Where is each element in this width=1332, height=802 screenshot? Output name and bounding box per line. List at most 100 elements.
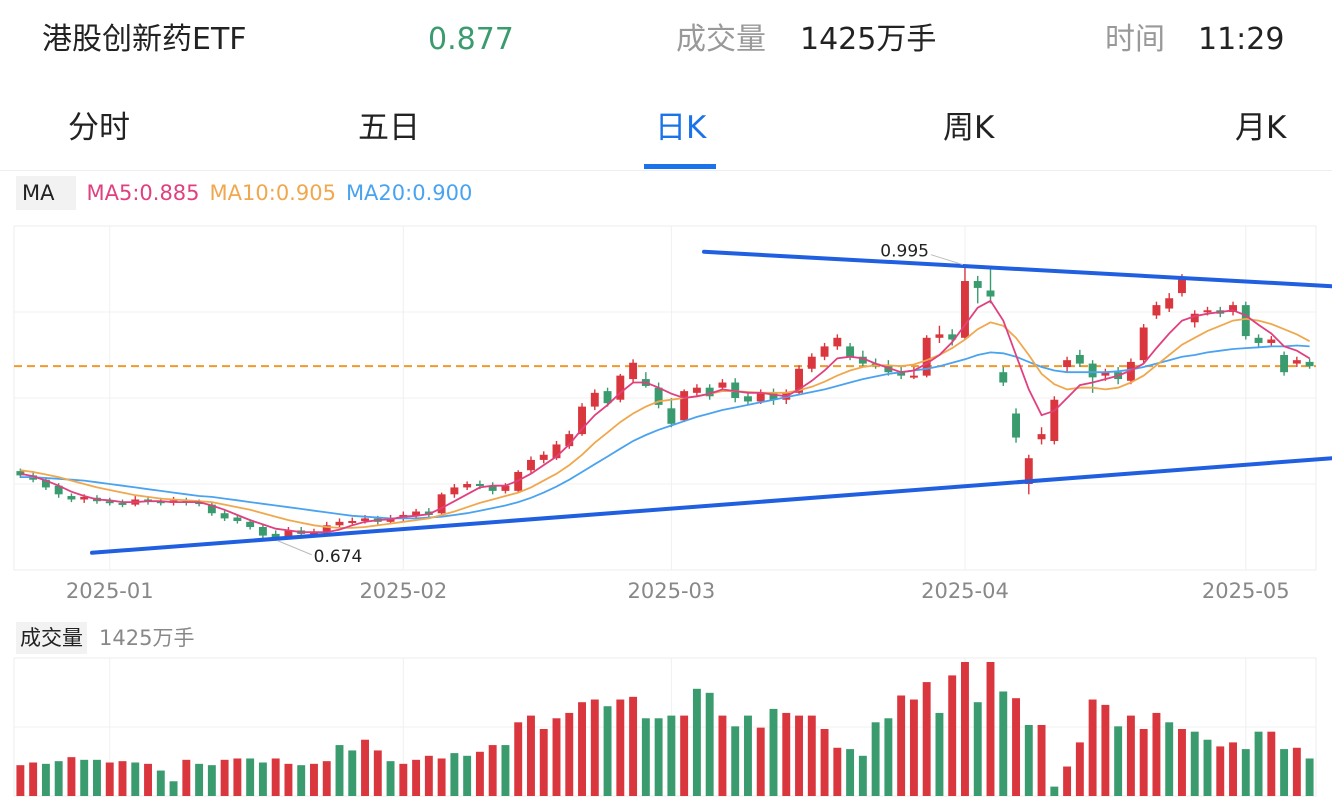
candle-body xyxy=(973,281,982,288)
volume-bar xyxy=(310,763,318,796)
candle-body xyxy=(348,520,357,523)
volume-bar xyxy=(220,759,229,796)
volume-bar xyxy=(756,727,765,796)
candle-body xyxy=(769,392,778,400)
volume-bar xyxy=(463,755,472,796)
candle-body xyxy=(1292,360,1301,364)
candle-body xyxy=(207,504,216,514)
volume-bar xyxy=(271,758,280,796)
volume-bar xyxy=(16,765,25,796)
tab-five-day[interactable]: 五日 xyxy=(358,110,420,146)
tab-daily-k[interactable]: 日K xyxy=(655,110,707,146)
candle-body xyxy=(539,454,548,460)
volume-bar xyxy=(246,758,255,796)
candle-body xyxy=(156,501,165,504)
volume-bar xyxy=(105,762,114,796)
candle-body xyxy=(756,392,765,402)
active-tab-indicator xyxy=(644,164,716,169)
candle-body xyxy=(552,444,561,459)
trend-line xyxy=(90,456,1332,555)
volume-bar xyxy=(769,708,778,796)
candle-body xyxy=(692,387,701,393)
volume-bar xyxy=(1165,722,1174,796)
volume-bar xyxy=(1216,746,1225,796)
candle-body xyxy=(897,372,906,376)
volume-bar xyxy=(29,762,38,796)
volume-bar xyxy=(807,715,816,796)
volume-bar xyxy=(1203,739,1212,796)
volume-bar xyxy=(169,781,178,796)
volume-bar xyxy=(884,718,893,796)
candle-body xyxy=(1012,413,1020,438)
volume-legend-value: 1425万手 xyxy=(99,626,195,650)
volume-bar xyxy=(858,755,867,796)
volume-bar xyxy=(399,763,408,796)
candle-body xyxy=(744,396,752,402)
volume-bar xyxy=(1012,698,1020,796)
volume-bar xyxy=(1280,749,1289,796)
volume-bar xyxy=(961,662,969,796)
volume-bar xyxy=(322,761,331,796)
candle-body xyxy=(961,281,969,338)
volume-bar xyxy=(590,699,599,796)
candle-body xyxy=(195,502,204,505)
volume-bar xyxy=(335,745,344,796)
volume-bar xyxy=(692,688,701,796)
volume-bar xyxy=(846,749,855,796)
candle-body xyxy=(450,487,459,495)
low-annotation: 0.674 xyxy=(314,547,363,567)
volume-bar xyxy=(1075,742,1084,796)
volume-bar xyxy=(1101,704,1110,796)
candle-body xyxy=(999,372,1008,383)
period-tabs: 分时 五日 日K 周K 月K xyxy=(0,84,1332,171)
candle-body xyxy=(680,391,689,421)
volume-bar xyxy=(948,675,957,796)
high-annotation: 0.995 xyxy=(880,242,929,262)
candle-body xyxy=(1139,327,1148,361)
candle-body xyxy=(654,387,663,405)
candle-body xyxy=(629,362,638,380)
security-name: 港股创新药ETF xyxy=(42,22,247,57)
tab-monthly-k[interactable]: 月K xyxy=(1235,110,1287,146)
volume-bar xyxy=(514,722,523,796)
volume-bar xyxy=(986,662,995,796)
volume-bar xyxy=(182,759,191,796)
ma20-line xyxy=(20,344,1310,520)
ma5-value: MA5:0.885 xyxy=(86,181,200,205)
volume-bar xyxy=(565,712,574,796)
candle-body xyxy=(667,408,676,424)
candle-body xyxy=(1178,277,1186,294)
candle-body xyxy=(833,337,842,347)
candle-body xyxy=(1203,310,1212,313)
volume-bar xyxy=(999,691,1008,796)
volume-bar xyxy=(539,729,548,796)
volume-bar xyxy=(629,696,638,796)
candle-body xyxy=(437,494,446,514)
volume-bar xyxy=(1292,747,1301,796)
candle-body xyxy=(565,434,574,447)
volume-bar xyxy=(782,712,791,796)
volume-bar xyxy=(1037,724,1046,796)
x-tick-label: 2025-04 xyxy=(921,579,1009,603)
candle-body xyxy=(284,530,293,538)
volume-bar xyxy=(1024,724,1033,796)
low-callout-line xyxy=(277,540,312,556)
volume-bar xyxy=(284,763,293,796)
volume-bar xyxy=(973,702,982,796)
volume-bar xyxy=(578,702,586,796)
ma10-line xyxy=(20,317,1311,529)
candle-body xyxy=(858,356,867,364)
volume-bar xyxy=(795,715,803,796)
ma-selector[interactable]: MA xyxy=(16,176,77,210)
candle-body xyxy=(1037,434,1046,440)
volume-bar xyxy=(233,758,242,796)
tab-intraday[interactable]: 分时 xyxy=(68,110,130,146)
candle-body xyxy=(80,496,89,500)
tab-weekly-k[interactable]: 周K xyxy=(943,110,995,146)
current-price: 0.877 xyxy=(428,22,514,57)
volume-bar xyxy=(552,718,561,796)
volume-bar xyxy=(1305,758,1314,796)
volume-bar xyxy=(297,765,306,796)
candle-body xyxy=(1050,399,1059,441)
